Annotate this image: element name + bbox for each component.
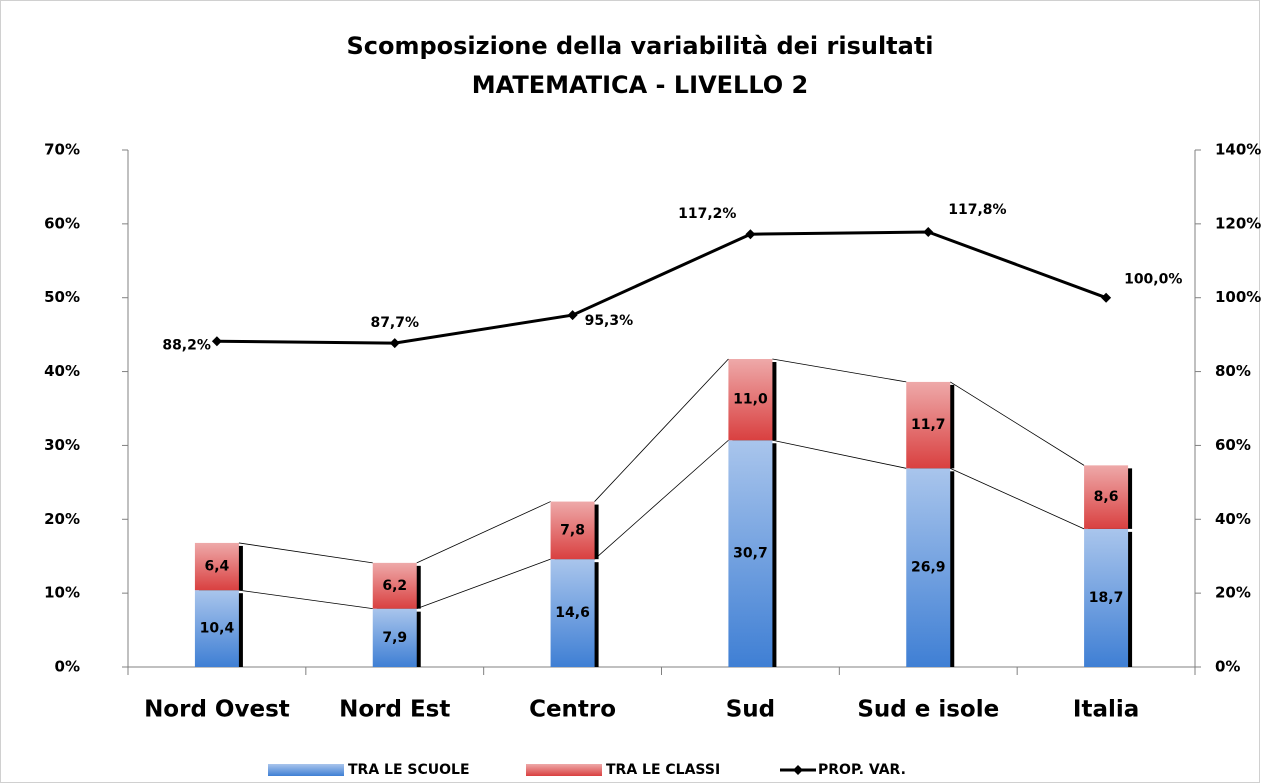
x-tick-label: Sud [726,697,775,723]
y-tick-label: 70% [44,141,80,159]
data-label: 95,3% [585,313,634,329]
x-tick-label: Centro [529,697,616,723]
x-tick-label: Nord Est [339,697,450,723]
bar [372,608,417,667]
y-tick-label: 60% [44,214,80,232]
x-tick-label: Sud e isole [857,697,999,723]
y-tick-label: 10% [44,584,80,602]
series-connector [416,558,551,610]
y2-tick-label: 20% [1215,584,1251,602]
y-tick-label: 30% [44,436,80,454]
data-label: 87,7% [370,315,419,331]
y2-tick-label: 100% [1215,288,1261,306]
data-label: 7,8 [560,522,585,538]
bar [194,590,239,667]
bar [550,501,595,560]
data-label: 11,7 [911,417,946,433]
line-marker [211,336,222,347]
series-connector [594,358,729,502]
y-tick-label: 40% [44,362,80,380]
legend-swatch [526,764,602,776]
data-label: 8,6 [1094,489,1119,505]
chart-title: Scomposizione della variabilità dei risu… [346,32,933,60]
bar [728,440,773,667]
legend-swatch [268,764,344,776]
bar [372,562,417,609]
line-marker [1101,292,1112,303]
bar [1084,528,1129,667]
line-marker [389,338,400,349]
y2-tick-label: 60% [1215,436,1251,454]
legend-marker [793,765,803,775]
legend-label: TRA LE CLASSI [606,762,720,778]
bar [194,542,239,591]
data-label: 10,4 [200,621,235,637]
y2-tick-label: 80% [1215,362,1251,380]
y-tick-label: 0% [55,658,80,676]
data-label: 14,6 [555,605,590,621]
series-connector [238,589,373,610]
y-tick-label: 50% [44,288,80,306]
legend-label: PROP. VAR. [818,762,906,778]
line [216,230,1107,345]
y2-tick-label: 120% [1215,214,1261,232]
bar [906,381,951,469]
legend-label: TRA LE SCUOLE [348,762,470,778]
x-tick-label: Nord Ovest [144,697,290,723]
series-connector [950,467,1085,530]
series-connector [772,358,907,383]
y2-tick-label: 40% [1215,510,1251,528]
chart-subtitle: MATEMATICA - LIVELLO 2 [472,71,809,99]
data-label: 11,0 [733,392,768,408]
series-connector [772,439,907,469]
bar [728,359,773,441]
series-connector [416,501,551,564]
data-label: 6,4 [205,559,230,575]
bar [1084,465,1129,529]
series-connector [238,542,373,564]
data-label: 6,2 [382,578,407,594]
bar [550,559,595,667]
data-label: 26,9 [911,560,946,576]
data-label: 117,2% [678,206,736,222]
data-label: 117,8% [948,202,1006,218]
data-label: 88,2% [162,337,211,353]
x-tick-label: Italia [1073,697,1139,723]
data-label: 18,7 [1089,590,1124,606]
series-connector [594,439,729,560]
line-marker [567,310,578,321]
y2-tick-label: 0% [1215,658,1240,676]
series-connector [950,381,1085,466]
data-label: 7,9 [382,630,407,646]
bar [906,468,951,667]
y2-tick-label: 140% [1215,141,1261,159]
line-marker [923,226,934,237]
y-tick-label: 20% [44,510,80,528]
data-label: 30,7 [733,546,768,562]
data-label: 100,0% [1124,272,1182,288]
line-marker [745,229,756,240]
